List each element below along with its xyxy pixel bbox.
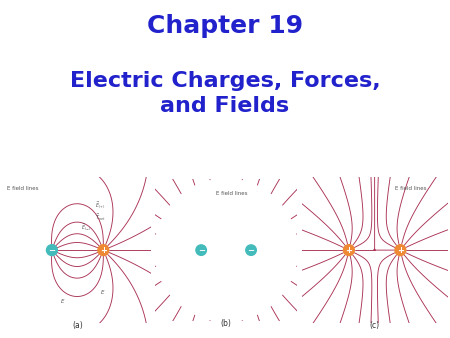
Text: −: − bbox=[248, 246, 255, 255]
Circle shape bbox=[395, 245, 406, 256]
Text: E field lines: E field lines bbox=[216, 191, 248, 196]
Text: $\vec{E}_{(-)}$: $\vec{E}_{(-)}$ bbox=[81, 223, 91, 233]
Text: −: − bbox=[49, 246, 55, 255]
Circle shape bbox=[343, 245, 354, 256]
Text: +: + bbox=[346, 246, 352, 255]
Text: E field lines: E field lines bbox=[7, 186, 38, 191]
Text: Chapter 19: Chapter 19 bbox=[147, 14, 303, 38]
Text: +: + bbox=[100, 246, 107, 255]
Text: −: − bbox=[198, 246, 205, 255]
Text: E: E bbox=[61, 299, 64, 304]
Text: (a): (a) bbox=[72, 321, 83, 330]
Circle shape bbox=[46, 245, 57, 256]
Text: +: + bbox=[397, 246, 404, 255]
Text: $\vec{E}_{(+)}$: $\vec{E}_{(+)}$ bbox=[94, 201, 105, 211]
Circle shape bbox=[196, 245, 207, 256]
Text: (b): (b) bbox=[220, 319, 232, 328]
Text: E: E bbox=[101, 290, 105, 295]
Text: $\vec{T}_{net}$: $\vec{T}_{net}$ bbox=[94, 212, 105, 222]
Text: (c): (c) bbox=[369, 321, 380, 330]
Text: Electric Charges, Forces,
and Fields: Electric Charges, Forces, and Fields bbox=[70, 71, 380, 116]
Circle shape bbox=[98, 245, 109, 256]
Circle shape bbox=[246, 245, 256, 256]
Text: E field lines: E field lines bbox=[395, 186, 427, 191]
